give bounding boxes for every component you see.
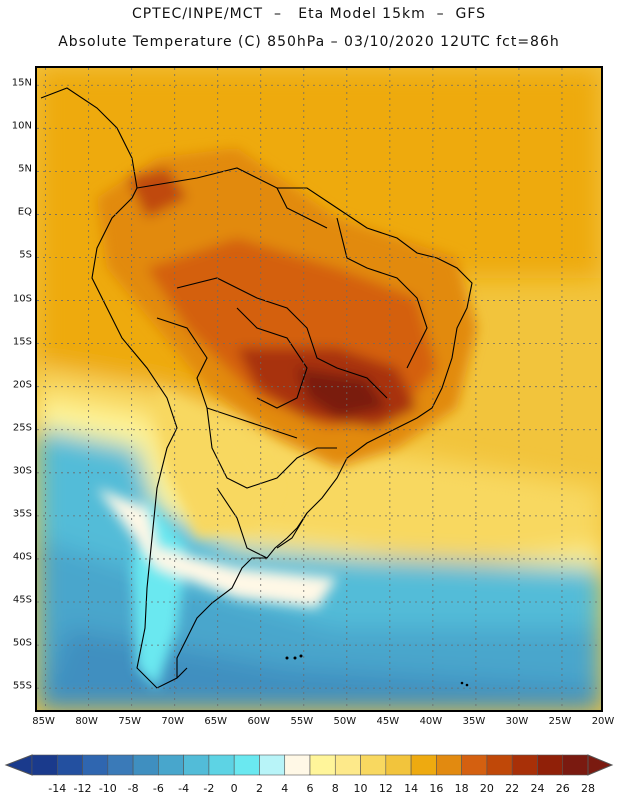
colorbar-swatch: [385, 754, 412, 776]
colorbar-swatch: [56, 754, 83, 776]
colorbar-label: 10: [353, 782, 368, 795]
colorbar-swatch: [436, 754, 462, 776]
colorbar-label: 16: [429, 782, 444, 795]
lat-label: 5N: [18, 163, 32, 175]
colorbar-label: 6: [306, 782, 314, 795]
lat-label: 35S: [12, 508, 32, 520]
lon-label: 40W: [419, 716, 443, 727]
colorbar-label: 22: [505, 782, 520, 795]
lat-label: 50S: [12, 637, 32, 649]
colorbar-swatch: [132, 754, 159, 776]
lat-label: 55S: [12, 680, 32, 692]
colorbar-label: -2: [203, 782, 215, 795]
lon-label: 45W: [376, 716, 400, 727]
lat-label: 15N: [11, 77, 32, 89]
colorbar-label: 18: [454, 782, 469, 795]
lon-label: 80W: [75, 716, 98, 727]
lat-label: EQ: [17, 206, 32, 218]
lat-label: 40S: [12, 551, 32, 563]
colorbar-label: 24: [530, 782, 545, 795]
colorbar-label: -10: [98, 782, 117, 795]
colorbar-label: 28: [581, 782, 595, 795]
temperature-map: [35, 66, 603, 712]
colorbar-swatch: [486, 754, 513, 776]
colorbar-swatch: [537, 754, 564, 776]
colorbar-swatch: [183, 754, 210, 776]
lon-label: 55W: [290, 716, 314, 727]
lon-label: 60W: [247, 716, 271, 727]
lat-label: 20S: [12, 379, 32, 391]
colorbar-label: 4: [281, 782, 289, 795]
lon-label: 85W: [32, 716, 55, 727]
colorbar-swatch: [158, 754, 184, 776]
colorbar-swatch: [309, 754, 336, 776]
lat-label: 15S: [12, 336, 32, 348]
colorbar-swatch: [334, 754, 361, 776]
colorbar-swatch: [233, 754, 260, 776]
colorbar-swatch: [511, 754, 538, 776]
colorbar-label: 8: [331, 782, 339, 795]
colorbar-swatch: [82, 754, 109, 776]
colorbar-swatch: [259, 754, 286, 776]
colorbar-swatch: [410, 754, 437, 776]
lon-label: 75W: [118, 716, 141, 727]
colorbar-swatch: [461, 754, 488, 776]
colorbar-swatch: [31, 754, 58, 776]
lat-label: 25S: [12, 422, 32, 434]
map-title-line1: CPTEC/INPE/MCT – Eta Model 15km – GFS: [131, 6, 487, 22]
colorbar: [4, 754, 614, 776]
lat-label: 5S: [19, 249, 32, 261]
lon-label: 35W: [462, 716, 486, 727]
colorbar-swatch: [284, 754, 311, 776]
colorbar-swatch: [360, 754, 387, 776]
colorbar-swatch: [562, 754, 589, 776]
colorbar-swatch: [208, 754, 235, 776]
colorbar-label: 2: [255, 782, 263, 795]
lon-label: 30W: [505, 716, 529, 727]
colorbar-label: -12: [73, 782, 92, 795]
colorbar-label: -6: [152, 782, 164, 795]
colorbar-label: 26: [555, 782, 570, 795]
colorbar-label: 12: [378, 782, 393, 795]
colorbar-label: 20: [479, 782, 494, 795]
lon-label: 65W: [204, 716, 228, 727]
lon-label: 20W: [591, 716, 615, 727]
lon-label: 70W: [161, 716, 184, 727]
colorbar-swatch: [107, 754, 134, 776]
map-title-line2: Absolute Temperature (C) 850hPa – 03/10/…: [58, 34, 560, 50]
colorbar-min-arrow: [4, 754, 33, 776]
lat-label: 10S: [12, 293, 32, 305]
colorbar-label: 14: [404, 782, 419, 795]
colorbar-label: -8: [127, 782, 139, 795]
lat-label: 30S: [12, 465, 32, 477]
colorbar-label: -14: [48, 782, 67, 795]
colorbar-max-arrow: [587, 754, 614, 776]
lat-label: 45S: [12, 594, 32, 606]
lat-label: 10N: [11, 120, 32, 132]
lon-label: 50W: [333, 716, 357, 727]
colorbar-label: 0: [230, 782, 238, 795]
lon-label: 25W: [548, 716, 572, 727]
colorbar-label: -4: [178, 782, 190, 795]
